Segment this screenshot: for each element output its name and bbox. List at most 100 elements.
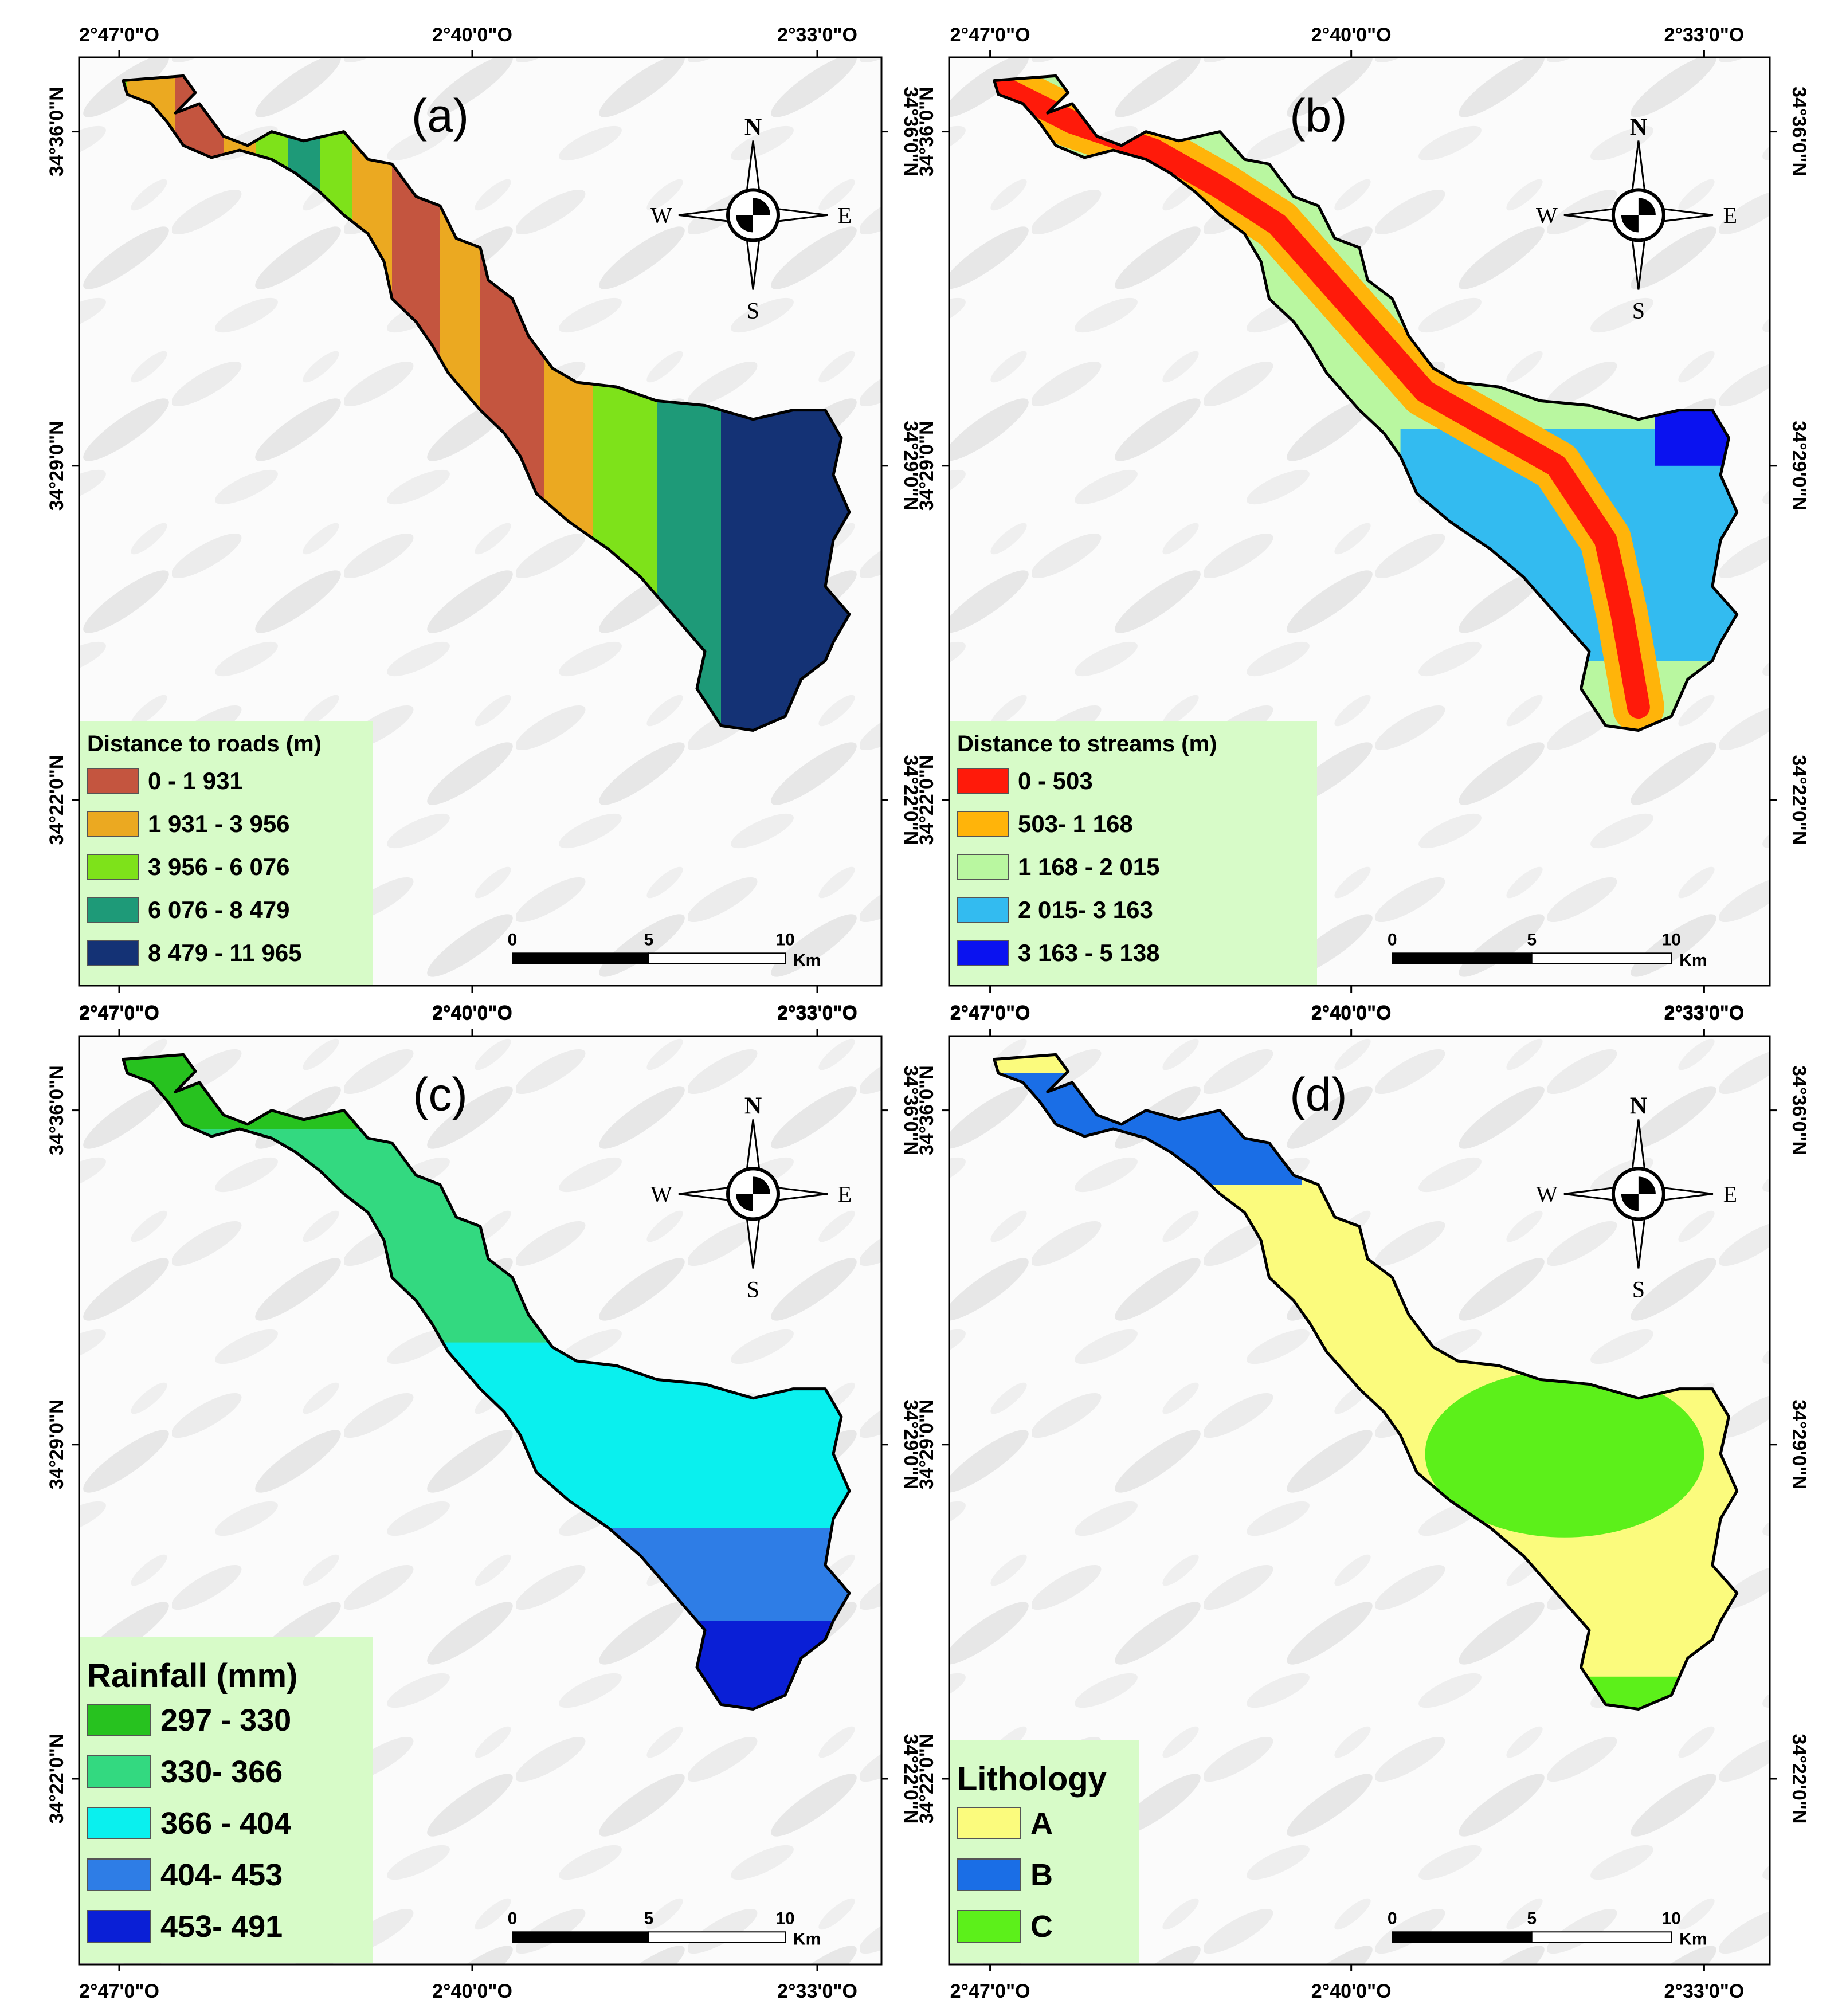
lat-tick-label-left: 34°36'0"N (916, 87, 938, 177)
scale-bar-tick: 0 (508, 930, 518, 949)
stream-buffer-inner (994, 76, 1650, 719)
lon-tick-label-top: 2°47'0"O (79, 24, 159, 46)
compass-e-label: E (838, 202, 852, 228)
scale-bar-tick: 10 (1661, 1909, 1680, 1928)
legend: Distance to roads (m) 0 - 1 931 1 931 - 3 … (80, 721, 373, 985)
lat-tick-label-left: 34°29'0"N (46, 421, 68, 511)
scale-bar-tick: 10 (775, 1909, 794, 1928)
panel-b: (b) 2°47'0"O 2°47'0"O 2°40'0"O 2°40'0"O 2°33'… (916, 24, 1810, 1023)
scale-bar-tick: 0 (1388, 930, 1397, 949)
legend: Rainfall (mm) 297 - 330 330- 366 366 - 404 4… (80, 1637, 373, 1963)
compass-w-label: W (650, 1181, 672, 1207)
scale-bar-black (512, 1931, 649, 1943)
lat-tick-label-left: 34°22'0"N (46, 1734, 68, 1824)
scale-bar-tick: 5 (1527, 930, 1537, 949)
legend-swatch (957, 1910, 1021, 1943)
legend-swatch (87, 854, 139, 880)
lon-tick-label-top: 2°33'0"O (777, 1003, 857, 1025)
lon-tick-label-bottom: 2°33'0"O (1664, 1980, 1744, 2002)
legend-swatch (957, 940, 1009, 966)
legend-label: 453- 491 (160, 1909, 283, 1944)
compass-icon: N S E W (650, 114, 852, 323)
compass-w-label: W (650, 202, 672, 228)
legend-swatch (957, 811, 1009, 837)
lat-tick-label-left: 34°29'0"N (916, 1399, 938, 1489)
compass-s-label: S (1632, 297, 1645, 323)
legend-title: Distance to roads (m) (87, 731, 322, 756)
compass-s-label: S (1632, 1276, 1645, 1302)
legend-swatch (87, 768, 139, 794)
legend-label: 404- 453 (160, 1858, 283, 1892)
legend-swatch (87, 1858, 151, 1891)
lat-tick-label-right: 34°36'0"N (1788, 1065, 1810, 1155)
legend-background (950, 721, 1317, 985)
watershed-outline (993, 1053, 1739, 1711)
scale-bar-white (648, 952, 786, 964)
lat-tick-label-right: 34°29'0"N (900, 1399, 922, 1489)
lon-tick-label-top: 2°40'0"O (1311, 24, 1392, 46)
compass-icon: N S E W (1536, 1093, 1737, 1302)
lon-tick-label-top: 2°33'0"O (777, 24, 857, 46)
compass-e-label: E (838, 1181, 852, 1207)
lon-tick-label-bottom: 2°47'0"O (79, 1980, 159, 2002)
lat-tick-label-right: 34°29'0"N (900, 421, 922, 511)
legend-label: 330- 366 (160, 1755, 283, 1789)
scale-bar-tick: 5 (1527, 1909, 1537, 1928)
legend-label: 0 - 1 931 (148, 767, 243, 794)
lat-tick-label-left: 34°29'0"N (916, 421, 938, 511)
compass-quadrant (1621, 215, 1639, 233)
compass-quadrant (736, 215, 753, 233)
lon-tick-label-top: 2°40'0"O (432, 1003, 512, 1025)
legend-label: 1 168 - 2 015 (1018, 853, 1160, 880)
scale-bar-tick: 0 (508, 1909, 518, 1928)
panel-label: (d) (1290, 1069, 1347, 1121)
scale-bar-black (1392, 1931, 1533, 1943)
panel-a: (a) 2°47'0"O 2°47'0"O 2°40'0"O 2°40'0"O 2°33'… (46, 24, 922, 1023)
map-frame (78, 56, 883, 987)
watershed-outline (122, 1053, 851, 1711)
lat-tick-label-right: 34°36'0"N (900, 1065, 922, 1155)
lat-tick-label-left: 34°36'0"N (916, 1065, 938, 1155)
compass-quadrant (736, 1194, 753, 1211)
lon-tick-label-bottom: 2°33'0"O (777, 1002, 857, 1023)
panel-label: (a) (411, 90, 469, 142)
scale-bar-white (1531, 952, 1672, 964)
legend-swatch (957, 768, 1009, 794)
compass-icon: N S E W (650, 1093, 852, 1302)
panel-d: (d) 2°47'0"O 2°47'0"O 2°40'0"O 2°40'0"O 2°33'… (916, 1003, 1810, 2002)
lat-tick-label-right: 34°29'0"N (1788, 1399, 1810, 1489)
map-frame (78, 1035, 883, 1966)
panel-label: (b) (1290, 90, 1347, 142)
compass-quadrant (753, 1176, 770, 1194)
scale-bar-unit: Km (1679, 951, 1707, 970)
legend-label: 297 - 330 (160, 1703, 291, 1737)
lat-tick-label-left: 34°22'0"N (916, 755, 938, 845)
lon-tick-label-top: 2°40'0"O (1311, 1003, 1392, 1025)
legend: Distance to streams (m) 0 - 503 503- 1 168… (950, 721, 1317, 985)
lat-tick-label-right: 34°22'0"N (1788, 1734, 1810, 1824)
lat-tick-label-left: 34°36'0"N (46, 87, 68, 177)
legend-swatch (87, 940, 139, 966)
scale-bar-unit: Km (793, 1929, 821, 1948)
legend-title: Distance to streams (m) (957, 731, 1217, 756)
lon-tick-label-bottom: 2°47'0"O (950, 1980, 1030, 2002)
lat-tick-label-right: 34°36'0"N (1788, 87, 1810, 177)
lon-tick-label-bottom: 2°40'0"O (432, 1980, 512, 2002)
legend-swatch (87, 1807, 151, 1839)
compass-w-label: W (1536, 1181, 1558, 1207)
lat-tick-label-left: 34°29'0"N (46, 1399, 68, 1489)
legend-swatch (957, 854, 1009, 880)
legend-swatch (87, 897, 139, 923)
legend-title: Rainfall (mm) (87, 1657, 297, 1695)
lon-tick-label-top: 2°47'0"O (950, 1003, 1030, 1025)
lat-tick-label-left: 34°22'0"N (916, 1734, 938, 1824)
lon-tick-label-bottom: 2°33'0"O (777, 1980, 857, 2002)
compass-quadrant (753, 198, 770, 215)
scale-bar-tick: 5 (644, 1909, 654, 1928)
scale-bar-black (512, 952, 649, 964)
lon-tick-label-top: 2°47'0"O (79, 1003, 159, 1025)
lat-tick-label-left: 34°36'0"N (46, 1065, 68, 1155)
legend: Lithology ABC (950, 1740, 1139, 1963)
